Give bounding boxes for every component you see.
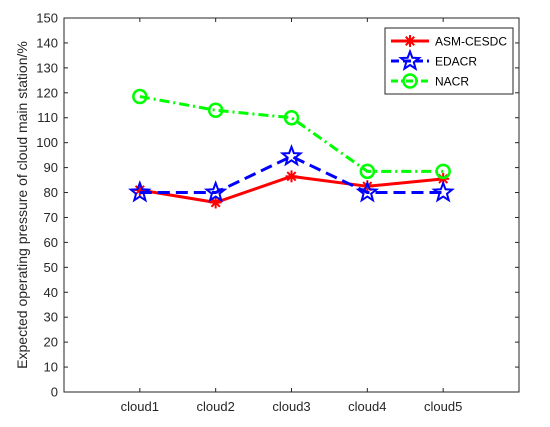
y-tick-label: 90 (44, 160, 58, 175)
x-tick-label: cloud4 (348, 399, 386, 414)
y-tick-label: 70 (44, 210, 58, 225)
legend: ASM-CESDC EDACR NACR (384, 27, 514, 95)
y-axis-label: Expected operating pressure of cloud mai… (14, 41, 30, 369)
legend-label: ASM-CESDC (435, 35, 507, 49)
data-point-asm-cesdc (285, 170, 298, 183)
x-tick-label: cloud1 (121, 399, 159, 414)
data-point-asm-cesdc (209, 196, 222, 209)
series-layer (128, 88, 455, 209)
y-tick-label: 120 (36, 85, 58, 100)
x-tick-label: cloud5 (424, 399, 462, 414)
y-tick-label: 100 (36, 135, 58, 150)
y-tick-label: 0 (51, 385, 58, 400)
x-axis-ticks: cloud1 cloud2 cloud3 cloud4 cloud5 (121, 18, 462, 414)
legend-marker (402, 73, 418, 89)
legend-item-edacr: EDACR (391, 48, 477, 71)
y-tick-label: 20 (44, 335, 58, 350)
y-tick-label: 60 (44, 235, 58, 250)
legend-item-nacr: NACR (391, 73, 469, 89)
y-tick-label: 130 (36, 60, 58, 75)
y-tick-label: 80 (44, 185, 58, 200)
y-tick-label: 50 (44, 260, 58, 275)
legend-label: NACR (435, 75, 469, 89)
series-edacr (128, 144, 455, 203)
legend-marker (404, 35, 416, 47)
legend-marker (398, 48, 422, 71)
y-tick-label: 150 (36, 11, 58, 26)
data-point-edacr (355, 180, 380, 203)
plot-frame (63, 17, 520, 393)
data-point-nacr (359, 163, 376, 180)
series-nacr (132, 88, 451, 180)
y-tick-label: 110 (37, 110, 58, 125)
data-point-nacr (132, 88, 148, 105)
data-point-edacr (203, 180, 228, 203)
x-tick-label: cloud2 (197, 399, 235, 414)
y-axis-ticks: 0 10 20 30 40 50 60 70 80 90 100 110 120 130 140 150 (36, 11, 519, 400)
y-tick-label: 30 (44, 310, 58, 325)
data-point-nacr (207, 102, 224, 119)
y-tick-label: 40 (44, 285, 58, 300)
x-tick-label: cloud3 (272, 399, 310, 414)
data-point-edacr (431, 180, 455, 203)
y-tick-label: 10 (44, 360, 58, 375)
data-point-nacr (435, 163, 451, 180)
data-point-edacr (128, 180, 152, 203)
y-tick-label: 140 (36, 35, 58, 50)
legend-label: EDACR (435, 55, 477, 69)
data-point-edacr (279, 144, 304, 167)
legend-item-asm-cesdc: ASM-CESDC (391, 35, 507, 49)
data-point-nacr (283, 109, 300, 126)
